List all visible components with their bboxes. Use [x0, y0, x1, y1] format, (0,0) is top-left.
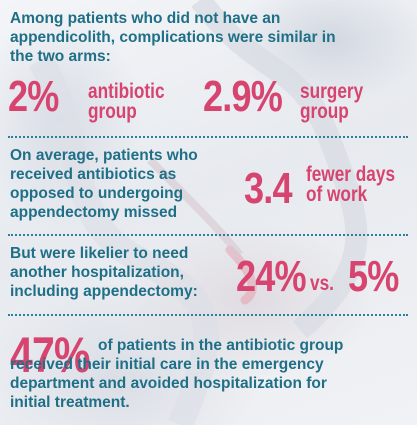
- versus-label: vs.: [310, 272, 334, 295]
- emergency-text: of patients in the antibiotic group rece…: [10, 337, 344, 411]
- divider-1: [8, 136, 408, 138]
- divider-3: [8, 314, 408, 316]
- emergency-stat: 47%: [10, 327, 90, 383]
- days-stat: 3.4: [244, 164, 293, 213]
- days-label: fewer days of work: [306, 163, 396, 206]
- hospitalization-stat-antibiotic: 24%: [236, 252, 307, 301]
- days-text: On average, patients who received antibi…: [10, 147, 198, 221]
- antibiotic-label: antibiotic group: [88, 80, 165, 123]
- hospitalization-text: But were likelier to need another hospit…: [10, 245, 198, 300]
- intro-text: Among patients who did not have an appen…: [10, 10, 336, 65]
- divider-2: [8, 234, 408, 236]
- surgery-label: surgery group: [300, 80, 364, 123]
- antibiotic-stat: 2%: [8, 72, 59, 121]
- surgery-stat: 2.9%: [203, 72, 283, 121]
- hospitalization-stat-surgery: 5%: [348, 252, 399, 301]
